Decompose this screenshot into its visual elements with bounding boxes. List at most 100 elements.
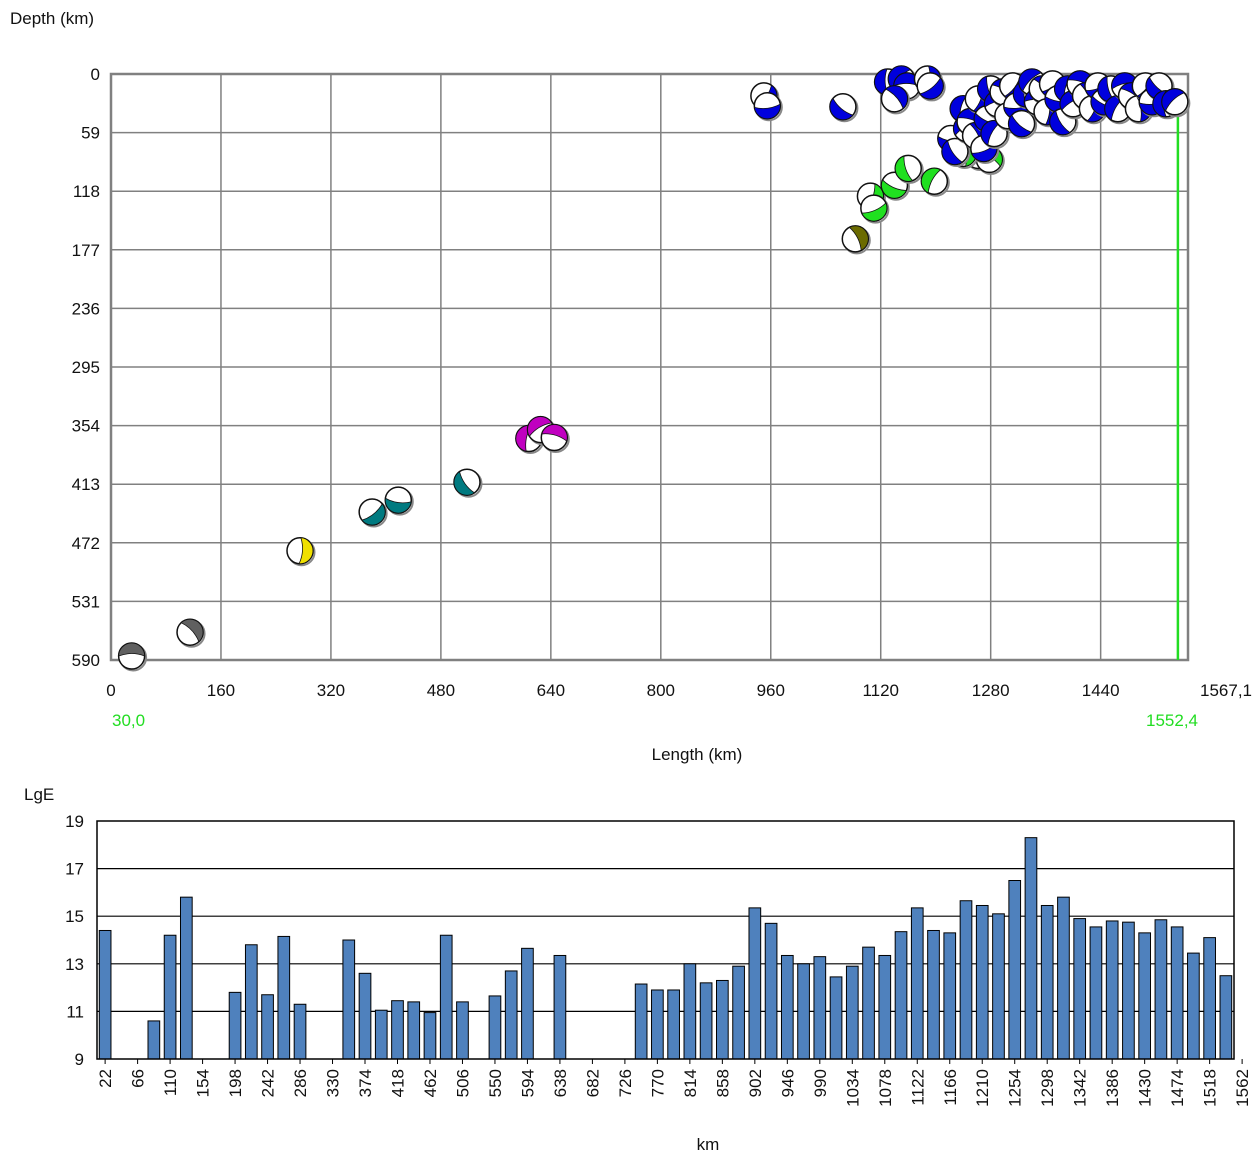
top-y-tick: 118 xyxy=(73,182,100,201)
focal-mechanism-quadrant xyxy=(881,179,907,199)
energy-bar xyxy=(829,976,843,1060)
bottom-x-tick: 1562 xyxy=(1233,1069,1252,1107)
depth-profile-chart: 0 59 118 177 236 295 354 413 472 531 590 0 160 320 48… xyxy=(10,9,1252,764)
bottom-y-tick-labels: 9 11 13 15 17 19 xyxy=(65,812,84,1069)
top-x-tick: 1280 xyxy=(972,681,1010,700)
focal-mechanism-green xyxy=(920,167,950,197)
energy-bar xyxy=(862,946,875,1060)
bottom-x-tick: 594 xyxy=(518,1069,537,1097)
bottom-x-tick: 1342 xyxy=(1071,1069,1090,1107)
bottom-x-tick: 1386 xyxy=(1103,1069,1122,1107)
focal-mechanism-quadrant xyxy=(980,120,1002,146)
energy-bar xyxy=(975,904,989,1060)
top-y-tick: 59 xyxy=(81,124,100,143)
focal-mechanism-quadrant xyxy=(949,95,967,122)
top-x-tick-labels: 0 160 320 480 640 800 960 1120 1280 1440 xyxy=(106,681,1119,700)
focal-mechanism-quadrant xyxy=(885,85,908,110)
bottom-x-axis-title: km xyxy=(697,1135,720,1154)
bottom-x-tick: 110 xyxy=(161,1069,180,1096)
energy-bar xyxy=(504,970,518,1060)
energy-bar xyxy=(797,963,810,1060)
bottom-x-tick: 418 xyxy=(388,1069,407,1097)
top-x-tick: 800 xyxy=(647,681,675,700)
energy-bars xyxy=(98,837,1233,1060)
energy-bar xyxy=(943,932,957,1060)
profile-start-label: 30,0 xyxy=(112,711,145,730)
energy-bar xyxy=(391,1000,404,1060)
top-y-tick: 413 xyxy=(72,475,100,494)
focal-mechanism-quadrant xyxy=(848,225,869,252)
top-y-tick: 295 xyxy=(72,358,100,377)
bottom-x-tick: 22 xyxy=(96,1069,115,1088)
focal-mechanism-quadrant xyxy=(118,642,146,657)
energy-bar xyxy=(764,922,778,1060)
bottom-y-axis-title: LgE xyxy=(24,785,54,804)
focal-mechanism-blue xyxy=(753,92,783,122)
energy-bar xyxy=(277,935,291,1060)
top-y-tick: 0 xyxy=(91,65,100,84)
energy-bar xyxy=(651,989,664,1060)
focal-mechanism-quadrant xyxy=(829,97,854,121)
top-grid xyxy=(111,74,1188,660)
focal-mechanism-quadrant xyxy=(361,503,386,526)
top-x-tick: 160 xyxy=(207,681,235,700)
top-y-tick: 472 xyxy=(72,534,100,553)
bottom-x-tick: 638 xyxy=(551,1069,570,1097)
energy-bar xyxy=(1154,919,1168,1060)
energy-bar xyxy=(992,913,1005,1060)
energy-bar-chart: 9 11 13 15 17 19 22 66 110 154 198 242 286 330 374 418… xyxy=(24,785,1252,1154)
focal-mechanism-quadrant xyxy=(527,416,553,437)
bottom-x-tick: 550 xyxy=(486,1069,505,1097)
energy-bar xyxy=(780,954,794,1060)
focal-mechanism-quadrant xyxy=(384,497,412,514)
top-y-tick: 236 xyxy=(72,299,100,318)
bottom-x-tick: 462 xyxy=(421,1069,440,1097)
energy-bar xyxy=(228,991,242,1060)
profile-end-label: 1552,4 xyxy=(1146,711,1198,730)
energy-bar xyxy=(293,1003,307,1060)
energy-bar xyxy=(488,995,502,1060)
focal-mechanism-quadrant xyxy=(1161,88,1185,112)
energy-bar xyxy=(98,929,112,1060)
bottom-x-tick: 1298 xyxy=(1038,1069,1057,1107)
top-x-tick: 640 xyxy=(537,681,565,700)
focal-mechanism-teal xyxy=(384,486,414,516)
energy-bar xyxy=(1040,904,1054,1060)
bottom-y-tick: 19 xyxy=(65,812,84,831)
bottom-y-tick: 9 xyxy=(75,1050,84,1069)
bottom-x-tick: 858 xyxy=(713,1069,732,1097)
bottom-x-tick: 330 xyxy=(324,1069,343,1097)
energy-bar xyxy=(667,989,680,1060)
bottom-x-tick: 990 xyxy=(811,1069,830,1097)
top-x-tick: 1120 xyxy=(862,681,899,700)
top-x-tick: 1440 xyxy=(1082,681,1120,700)
energy-bar xyxy=(374,1009,388,1060)
bottom-x-tick: 1430 xyxy=(1136,1069,1155,1107)
energy-bar xyxy=(1089,926,1103,1060)
bottom-x-tick: 286 xyxy=(291,1069,310,1097)
focal-mechanism-quadrant xyxy=(941,140,963,165)
top-y-tick: 590 xyxy=(72,651,100,670)
focal-mechanism-quadrant xyxy=(919,77,944,100)
bottom-x-tick: 770 xyxy=(648,1069,667,1097)
bottom-x-tick: 1474 xyxy=(1168,1069,1187,1107)
top-y-axis-title: Depth (km) xyxy=(10,9,94,28)
bottom-x-tick: 814 xyxy=(681,1069,700,1097)
energy-bar xyxy=(1105,920,1119,1060)
bottom-x-tick: 198 xyxy=(226,1069,245,1097)
focal-mechanism-quadrant xyxy=(1049,110,1071,135)
energy-bar xyxy=(521,947,534,1060)
focal-mechanism-blue xyxy=(1007,109,1038,140)
top-x-axis-title: Length (km) xyxy=(652,745,743,764)
focal-mechanism-blue xyxy=(941,137,971,167)
energy-bar xyxy=(1203,937,1216,1060)
bottom-x-tick: 1166 xyxy=(941,1069,960,1106)
energy-bar xyxy=(716,979,729,1060)
energy-bar xyxy=(1170,926,1184,1060)
top-y-tick: 531 xyxy=(72,592,100,611)
focal-mechanism-blue xyxy=(980,119,1010,150)
bottom-x-tick: 726 xyxy=(616,1069,635,1097)
top-x-end-label: 1567,1 xyxy=(1200,681,1252,700)
energy-bar xyxy=(732,965,745,1060)
bottom-x-tick: 506 xyxy=(453,1069,472,1097)
